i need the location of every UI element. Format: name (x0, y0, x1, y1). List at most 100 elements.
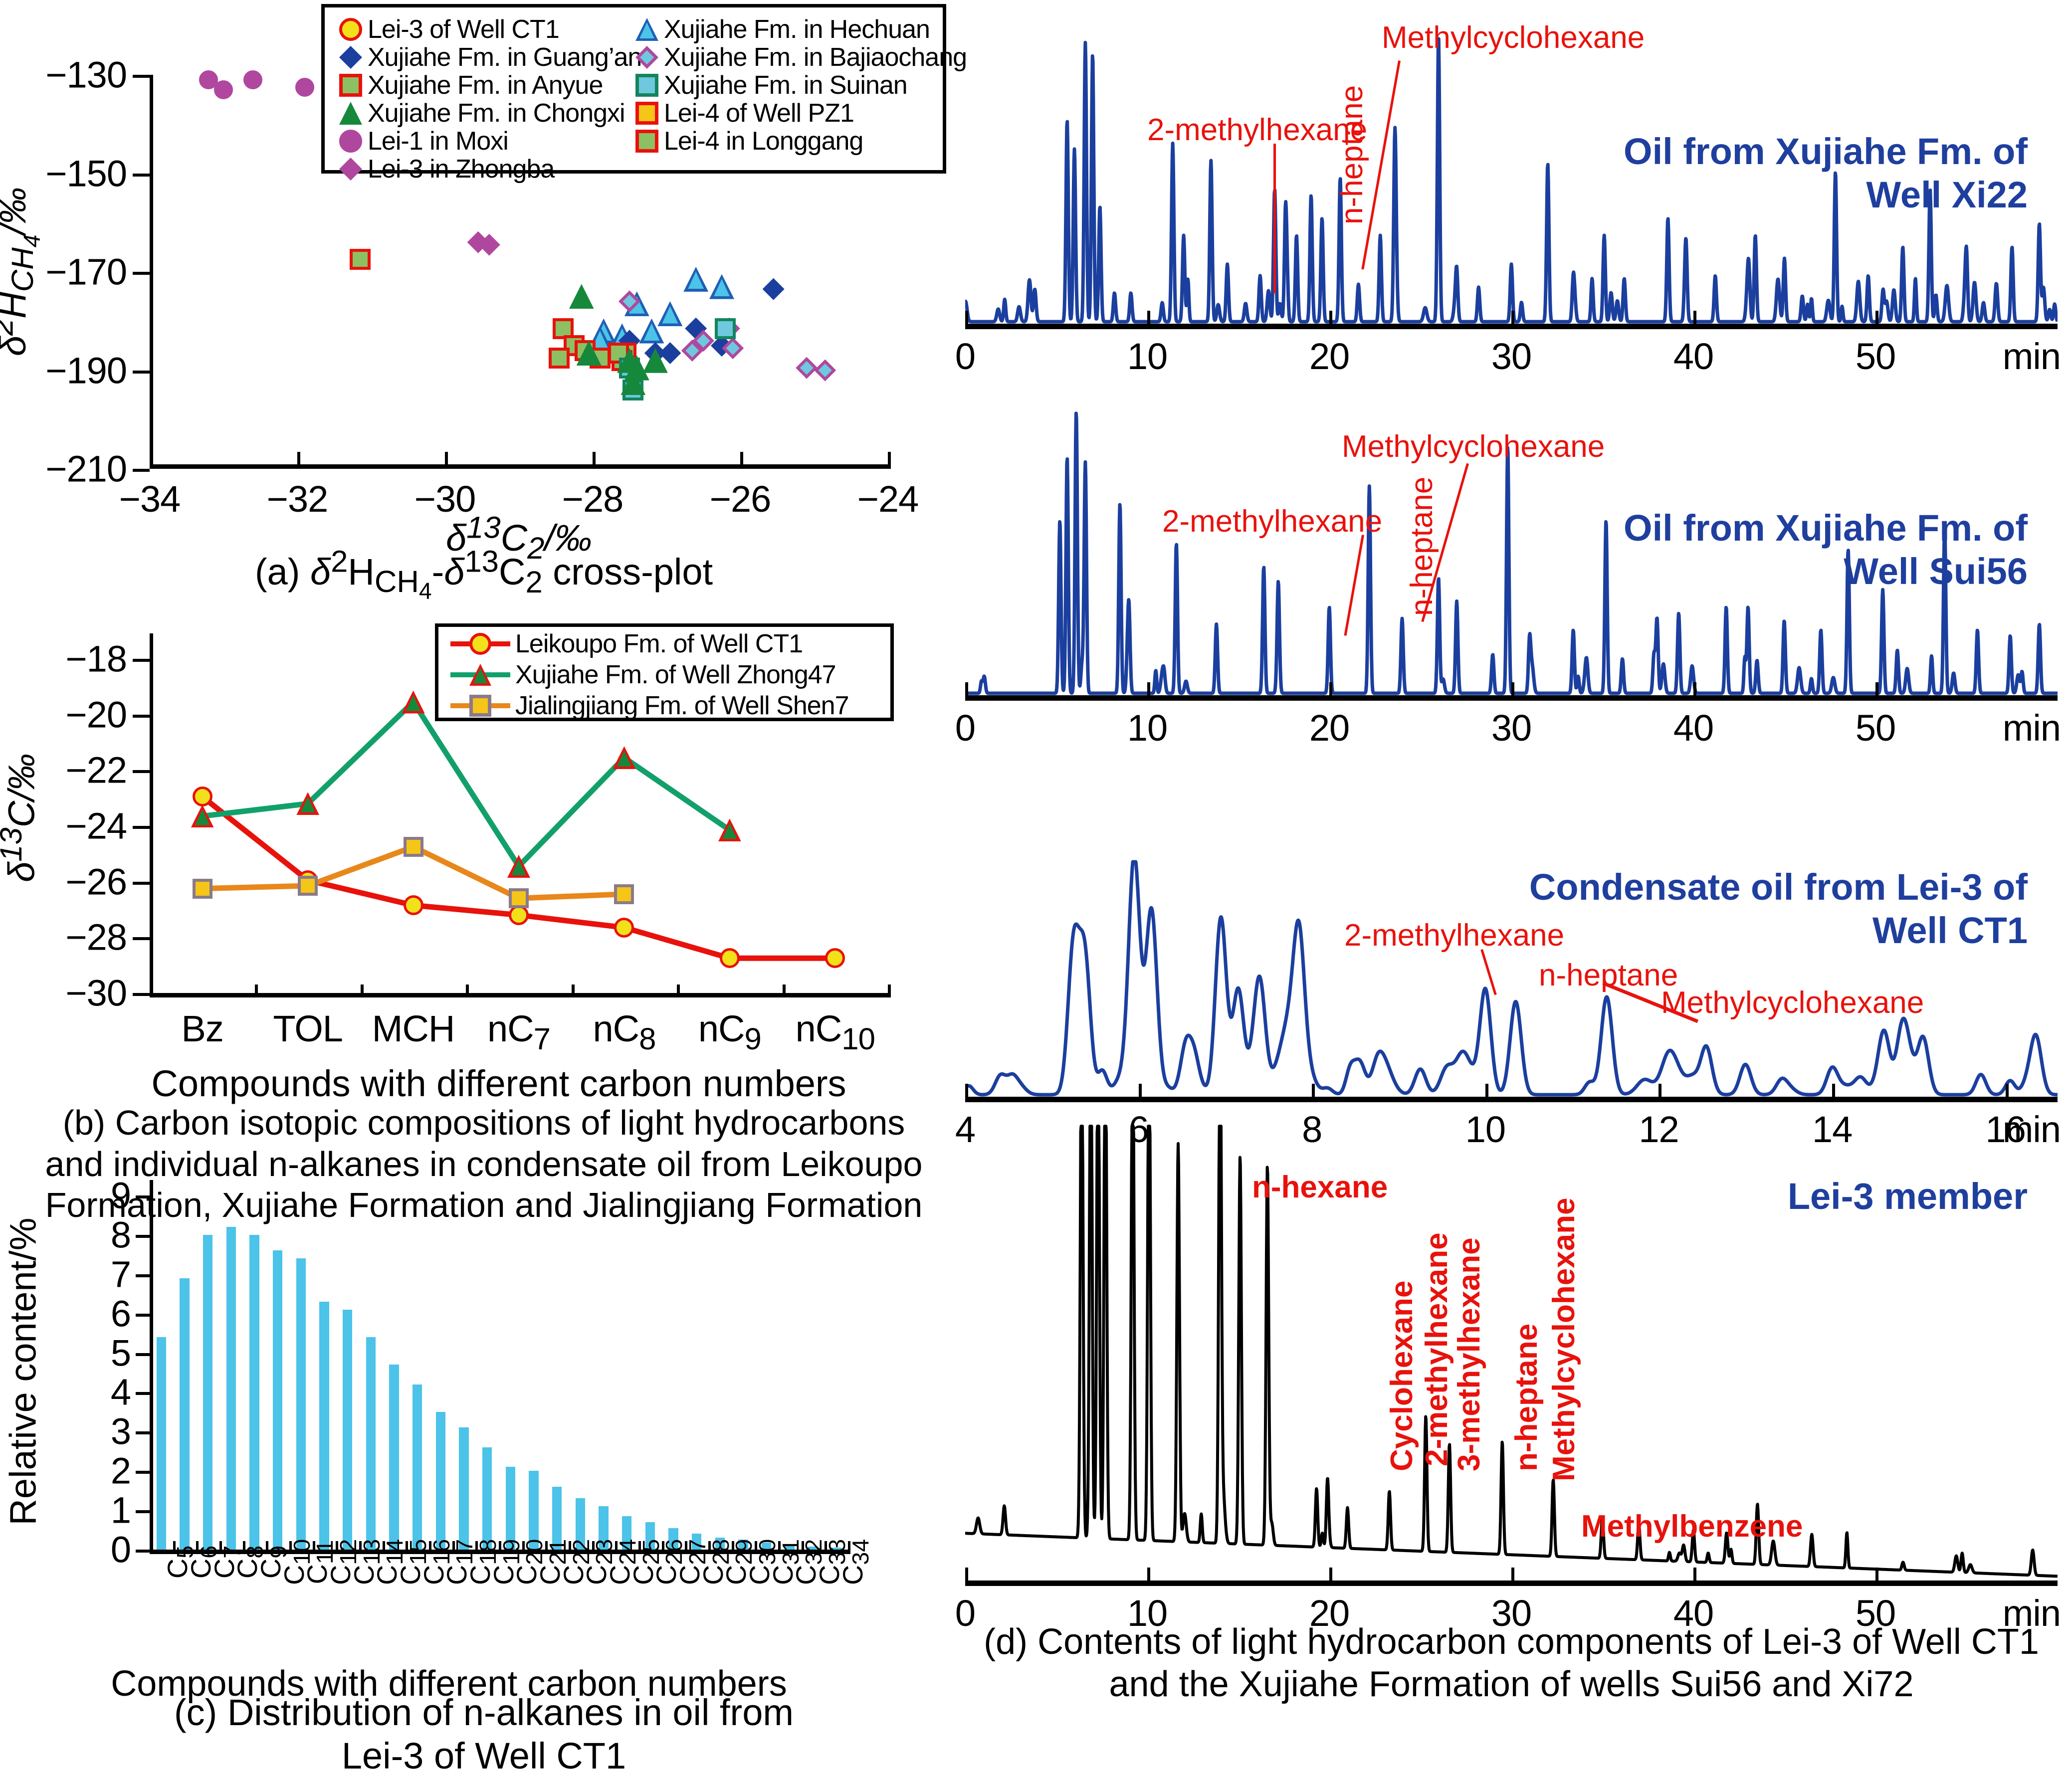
peak-label-methylbenzene: Methylbenzene (1581, 1509, 1803, 1544)
peak-label-n-heptane: n-heptane (1405, 476, 1439, 616)
panel-c-y-tick-label: 6 (110, 1293, 131, 1335)
series-marker-square (509, 888, 529, 909)
chrom-x-tick (965, 311, 968, 324)
chrom-x-unit-label: min (2002, 707, 2061, 749)
panel-a-x-tick-label: −30 (414, 478, 476, 520)
peak-label-cyclohexane: Cyclohexane (1385, 1280, 1419, 1471)
panel-b-x-tick-label: nC7 (487, 1008, 551, 1056)
scatter-marker-triangle (709, 274, 734, 299)
legend-label: Lei-4 in Longgang (664, 127, 863, 156)
chrom-x-tick-label: 12 (1639, 1109, 1679, 1150)
peak-label-2-methylhexane: 2-methylhexane (1420, 1232, 1454, 1466)
panel-c-x-tick (801, 1541, 804, 1554)
series-marker-tri (718, 818, 741, 842)
chrom-x-tick (1329, 311, 1332, 324)
scatter-marker-diamond (659, 342, 681, 364)
panel-b-x-tick-label: TOL (273, 1008, 343, 1049)
legend-label: Xujiahe Fm. of Well Zhong47 (515, 660, 836, 689)
scatter-marker-square (715, 318, 736, 339)
panel-c-plot-area: 0 1 2 3 4 5 6 7 8 9 C5 C6 C7 C8 C9 C10 C11 C12 C13 C14 C15 C1… (111, 1175, 873, 1585)
legend-swatch (338, 44, 364, 70)
scatter-marker-square (552, 318, 574, 339)
peak-label-methylcyclohexane: Methylcyclohexane (1661, 986, 1924, 1020)
chrom-x-tick-label: 30 (1491, 707, 1532, 749)
legend-item[interactable]: Lei-4 in Longgang (634, 127, 943, 156)
legend-item[interactable]: Xujiahe Fm. in Guang’an (338, 43, 642, 72)
bar (459, 1427, 469, 1550)
scatter-marker-square (549, 347, 570, 369)
legend-label: Xujiahe Fm. in Guang’an (368, 43, 642, 72)
panel-b-x-tick-label: nC9 (698, 1008, 762, 1056)
legend-label: Xujiahe Fm. in Hechuan (664, 15, 930, 44)
chrom-x-tick (1147, 682, 1150, 695)
panel-b-x-tick (571, 985, 575, 997)
legend-item[interactable]: Leikoupo Fm. of Well CT1 (450, 629, 890, 658)
panel-c-x-tick (382, 1541, 385, 1554)
legend-item[interactable]: Xujiahe Fm. in Hechuan (634, 15, 943, 44)
peak-label-n-heptane: n-heptane (1509, 1323, 1544, 1471)
panel-a-legend-column-right: Xujiahe Fm. in Hechuan Xujiahe Fm. in Baj… (634, 15, 967, 156)
legend-item[interactable]: Lei-1 in Moxi (338, 127, 637, 156)
panel-a-x-tick-label: −24 (857, 478, 919, 520)
legend-item[interactable]: Xujiahe Fm. of Well Zhong47 (450, 660, 890, 689)
panel-c-y-tick-label: 4 (110, 1371, 131, 1413)
legend-swatch (634, 128, 660, 154)
panel-c-y-axis (150, 1180, 153, 1554)
chrom-x-tick (1658, 1084, 1662, 1097)
panel-c-caption: (c) Distribution of n-alkanes in oil fro… (174, 1692, 794, 1777)
bar (505, 1467, 516, 1550)
legend-item[interactable]: Xujiahe Fm. in Bajiaochang (634, 43, 967, 72)
chrom-x-tick-label: 30 (1491, 1592, 1532, 1634)
legend-item[interactable]: Xujiahe Fm. in Chongxi (338, 99, 637, 128)
chrom-x-tick-label: 0 (955, 336, 976, 377)
series-marker-circle (614, 917, 634, 938)
bar (715, 1538, 725, 1550)
panel-a-x-axis (150, 464, 888, 469)
panel-d-caption: (d) Contents of light hydrocarbon compon… (984, 1622, 2039, 1704)
panel-c-y-tick-label: 8 (110, 1214, 131, 1256)
legend-swatch (634, 100, 660, 126)
chrom-x-tick-label: 10 (1127, 336, 1168, 377)
panel-b-y-tick-label: −30 (65, 972, 127, 1014)
panel-c-y-tick (136, 1195, 150, 1198)
legend-item[interactable]: Lei-4 of Well PZ1 (634, 99, 943, 128)
bar (319, 1302, 329, 1550)
panel-c-y-tick (136, 1313, 150, 1317)
series-marker-square (298, 876, 318, 896)
chrom-x-tick (1875, 311, 1878, 324)
legend-item[interactable]: Lei-3 in Zhongba (338, 155, 637, 184)
panel-a-x-tick (888, 452, 891, 469)
panel-c-x-tick (475, 1541, 478, 1554)
bar (249, 1234, 259, 1550)
bar (435, 1411, 446, 1550)
series-marker-square (403, 836, 423, 857)
scatter-marker-diamond (722, 337, 744, 360)
chrom-x-tick-label: 0 (955, 1592, 976, 1634)
chromatogram-sui56-title: Oil from Xujiahe Fm. of Well Sui56 (1624, 507, 2028, 593)
scatter-marker-square (349, 249, 371, 270)
panel-b-y-axis-label: δ13C/‰ (0, 754, 42, 882)
panel-b-y-axis (150, 633, 153, 997)
legend-marker-square (469, 695, 491, 717)
series-marker-tri (613, 746, 636, 770)
series-marker-tri (191, 804, 214, 828)
legend-item[interactable]: Xujiahe Fm. in Suinan (634, 71, 943, 100)
panel-a-y-tick (133, 75, 150, 78)
panel-c-y-tick-label: 3 (110, 1410, 131, 1452)
panel-b-x-tick (255, 985, 258, 997)
legend-swatch (338, 100, 364, 126)
chrom-x-tick (965, 682, 968, 695)
legend-marker-tri (339, 102, 362, 125)
panel-c-x-tick (638, 1541, 641, 1554)
panel-b-x-axis (150, 993, 888, 997)
legend-item[interactable]: Lei-3 of Well CT1 (338, 15, 637, 44)
peak-label-methylcyclohexane: Methylcyclohexane (1547, 1197, 1581, 1481)
legend-item[interactable]: Xujiahe Fm. in Anyue (338, 71, 637, 100)
panel-b-y-tick-label: −28 (65, 916, 127, 958)
peak-label-methylcyclohexane: Methylcyclohexane (1382, 20, 1645, 55)
legend-item[interactable]: Jialingjiang Fm. of Well Shen7 (450, 691, 890, 720)
panel-c-y-tick (136, 1471, 150, 1474)
scatter-marker-triangle (624, 355, 649, 381)
panel-c-x-tick-label: C34 (836, 1539, 873, 1585)
series-marker-circle (192, 787, 212, 807)
